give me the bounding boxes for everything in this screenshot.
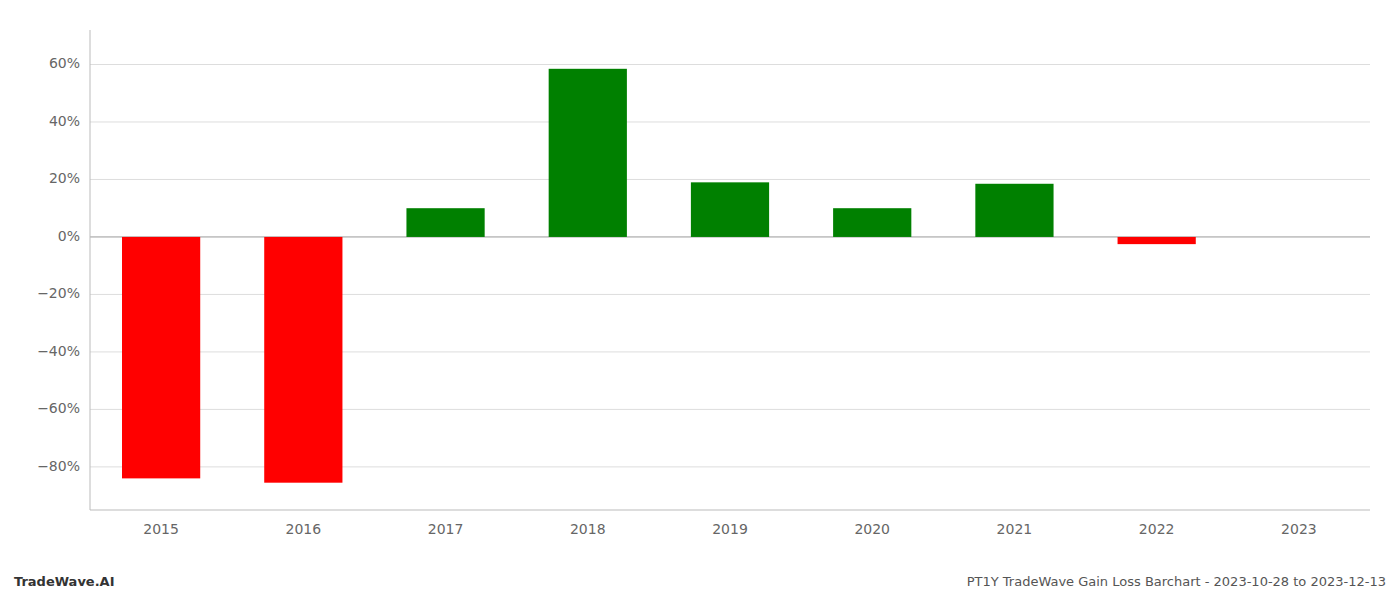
x-tick-label: 2019 (712, 521, 748, 537)
grid-line (90, 121, 1370, 122)
grid-line (90, 179, 1370, 180)
x-tick-label: 2016 (286, 521, 322, 537)
bar (549, 69, 627, 237)
y-axis-line (90, 30, 91, 510)
y-tick-label: −80% (37, 458, 80, 474)
x-tick-label: 2020 (854, 521, 890, 537)
chart-title: PT1Y TradeWave Gain Loss Barchart - 2023… (967, 574, 1386, 589)
x-tick-label: 2015 (143, 521, 179, 537)
bar (975, 184, 1053, 237)
y-tick-label: −40% (37, 343, 80, 359)
y-tick-label: 40% (49, 113, 80, 129)
bar (1118, 237, 1196, 244)
x-tick-label: 2018 (570, 521, 606, 537)
bar (122, 237, 200, 478)
y-tick-label: −20% (37, 285, 80, 301)
footer-annotation: TradeWave.AI (14, 574, 115, 589)
x-axis-line (90, 510, 1370, 511)
y-tick-label: 0% (58, 228, 80, 244)
y-tick-label: −60% (37, 400, 80, 416)
x-tick-label: 2017 (428, 521, 464, 537)
y-tick-label: 60% (49, 55, 80, 71)
bar (691, 182, 769, 237)
y-tick-label: 20% (49, 170, 80, 186)
bars (122, 69, 1196, 483)
bar (406, 208, 484, 237)
bar (1260, 236, 1338, 237)
chart-container: −80% −60% −40% −20% 0% 20% 40% 60% 2015 2016 2017 2… (0, 0, 1400, 600)
bar (833, 208, 911, 237)
chart-svg: −80% −60% −40% −20% 0% 20% 40% 60% 2015 2016 2017 2… (0, 0, 1400, 600)
x-tick-label: 2022 (1139, 521, 1175, 537)
x-tick-label: 2023 (1281, 521, 1317, 537)
x-tick-label: 2021 (997, 521, 1033, 537)
grid-line (90, 64, 1370, 65)
bar (264, 237, 342, 483)
